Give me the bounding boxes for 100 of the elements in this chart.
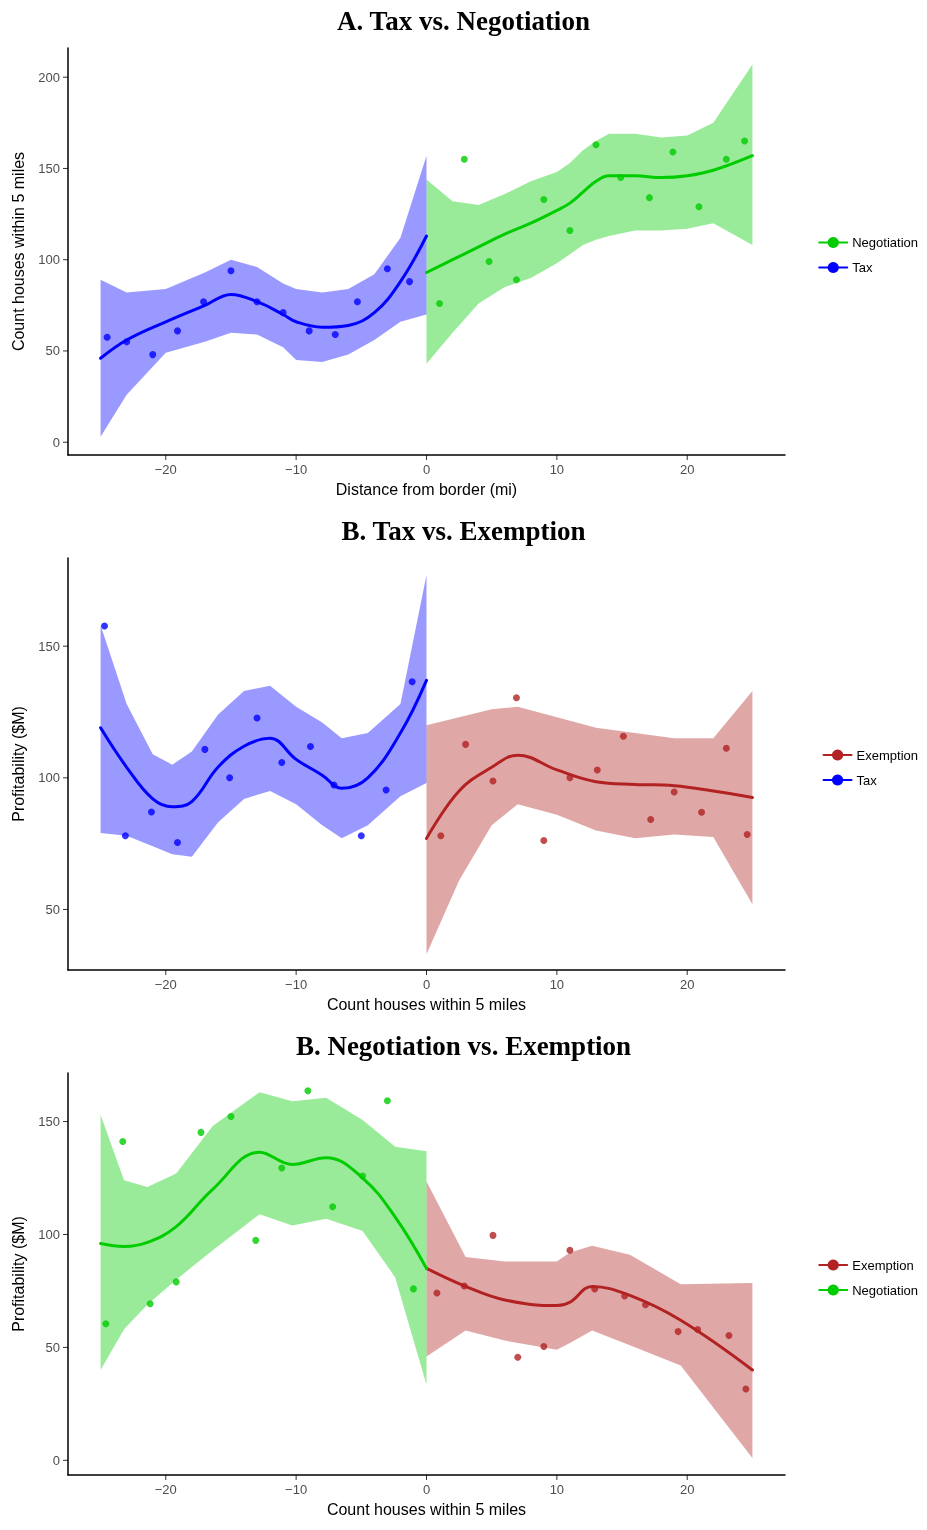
y-tick-label: 0 bbox=[52, 1452, 60, 1468]
point bbox=[722, 155, 730, 163]
point bbox=[121, 832, 129, 840]
point bbox=[437, 832, 445, 840]
point bbox=[123, 338, 131, 346]
point bbox=[172, 1278, 180, 1286]
chart-title: B. Negotiation vs. Exemption bbox=[295, 1030, 632, 1061]
x-axis-title: Distance from border (mi) bbox=[335, 480, 518, 498]
point bbox=[512, 276, 520, 284]
point bbox=[304, 1087, 312, 1095]
point bbox=[674, 1328, 682, 1336]
point bbox=[617, 174, 625, 182]
point bbox=[742, 1385, 750, 1393]
y-tick-label: 50 bbox=[45, 1339, 60, 1355]
point bbox=[695, 203, 703, 211]
x-tick-label: 10 bbox=[549, 1482, 565, 1497]
point bbox=[694, 1326, 702, 1334]
point bbox=[593, 766, 601, 774]
point bbox=[619, 732, 627, 740]
point bbox=[408, 678, 416, 686]
point bbox=[725, 1331, 733, 1339]
legend-label: Exemption bbox=[852, 1257, 914, 1273]
y-tick-label: 50 bbox=[45, 343, 60, 359]
point bbox=[540, 1343, 548, 1350]
point bbox=[741, 137, 749, 145]
point bbox=[406, 278, 414, 286]
y-axis-title: Count houses within 5 miles bbox=[9, 151, 27, 352]
point bbox=[174, 327, 182, 335]
x-tick-label: −20 bbox=[154, 462, 177, 477]
legend-label: Negotiation bbox=[852, 1282, 919, 1298]
point bbox=[409, 1285, 417, 1293]
point bbox=[566, 774, 574, 782]
chart-title: A. Tax vs. Negotiation bbox=[337, 5, 590, 36]
point bbox=[331, 331, 339, 339]
point bbox=[647, 815, 655, 823]
x-tick-label: −10 bbox=[285, 977, 308, 992]
point bbox=[197, 1128, 205, 1136]
point bbox=[146, 1300, 154, 1308]
point bbox=[102, 1320, 110, 1328]
legend-label: Tax bbox=[852, 260, 873, 275]
point bbox=[436, 300, 444, 308]
line-series bbox=[99, 234, 428, 360]
point bbox=[119, 1137, 127, 1145]
point bbox=[566, 227, 574, 235]
y-tick-label: 100 bbox=[38, 770, 60, 786]
y-axis-title: Profitability ($M) bbox=[9, 1216, 27, 1332]
point bbox=[592, 141, 600, 149]
point bbox=[514, 1353, 522, 1361]
point bbox=[306, 742, 314, 750]
point bbox=[540, 195, 548, 203]
point bbox=[149, 351, 157, 359]
y-tick-label: 150 bbox=[38, 638, 60, 654]
point bbox=[201, 745, 209, 753]
point bbox=[357, 832, 365, 840]
x-tick-label: 20 bbox=[679, 462, 695, 477]
point bbox=[512, 694, 520, 702]
point bbox=[278, 1164, 286, 1172]
x-tick-label: 10 bbox=[549, 462, 565, 477]
legend-label: Tax bbox=[856, 772, 878, 788]
point bbox=[359, 1172, 367, 1180]
x-axis-title: Count houses within 5 miles bbox=[326, 995, 527, 1013]
x-tick-label: −20 bbox=[154, 1482, 177, 1497]
point bbox=[253, 298, 261, 306]
y-tick-label: 200 bbox=[38, 69, 60, 85]
point bbox=[489, 1231, 497, 1239]
point bbox=[460, 1282, 468, 1290]
x-tick-label: −20 bbox=[154, 977, 177, 992]
point bbox=[278, 759, 286, 767]
point bbox=[147, 808, 155, 816]
y-tick-label: 100 bbox=[38, 1226, 60, 1242]
point bbox=[485, 258, 493, 266]
point bbox=[329, 1203, 337, 1211]
point bbox=[383, 265, 391, 273]
legend-label: Exemption bbox=[856, 747, 918, 763]
x-tick-label: 20 bbox=[679, 1482, 695, 1497]
x-tick-label: 20 bbox=[679, 977, 695, 992]
point bbox=[591, 1285, 599, 1293]
x-tick-label: 10 bbox=[549, 977, 565, 992]
line-series bbox=[425, 154, 754, 274]
point bbox=[103, 333, 111, 341]
point bbox=[540, 836, 548, 844]
point bbox=[174, 839, 182, 847]
point bbox=[353, 298, 361, 306]
y-tick-label: 0 bbox=[52, 434, 60, 450]
point bbox=[252, 1236, 260, 1244]
point bbox=[227, 267, 235, 275]
point bbox=[642, 1301, 650, 1309]
line-series bbox=[425, 1266, 754, 1372]
point bbox=[383, 1097, 391, 1105]
x-tick-label: 0 bbox=[422, 977, 431, 992]
x-tick-label: −10 bbox=[285, 462, 308, 477]
point bbox=[460, 155, 468, 163]
legend-label: Negotiation bbox=[852, 235, 919, 250]
point bbox=[227, 1113, 235, 1121]
y-tick-label: 150 bbox=[38, 1114, 60, 1130]
x-tick-label: 0 bbox=[422, 462, 431, 477]
point bbox=[698, 808, 706, 816]
y-tick-label: 150 bbox=[38, 160, 60, 176]
line-series bbox=[99, 678, 428, 809]
point bbox=[743, 830, 751, 838]
